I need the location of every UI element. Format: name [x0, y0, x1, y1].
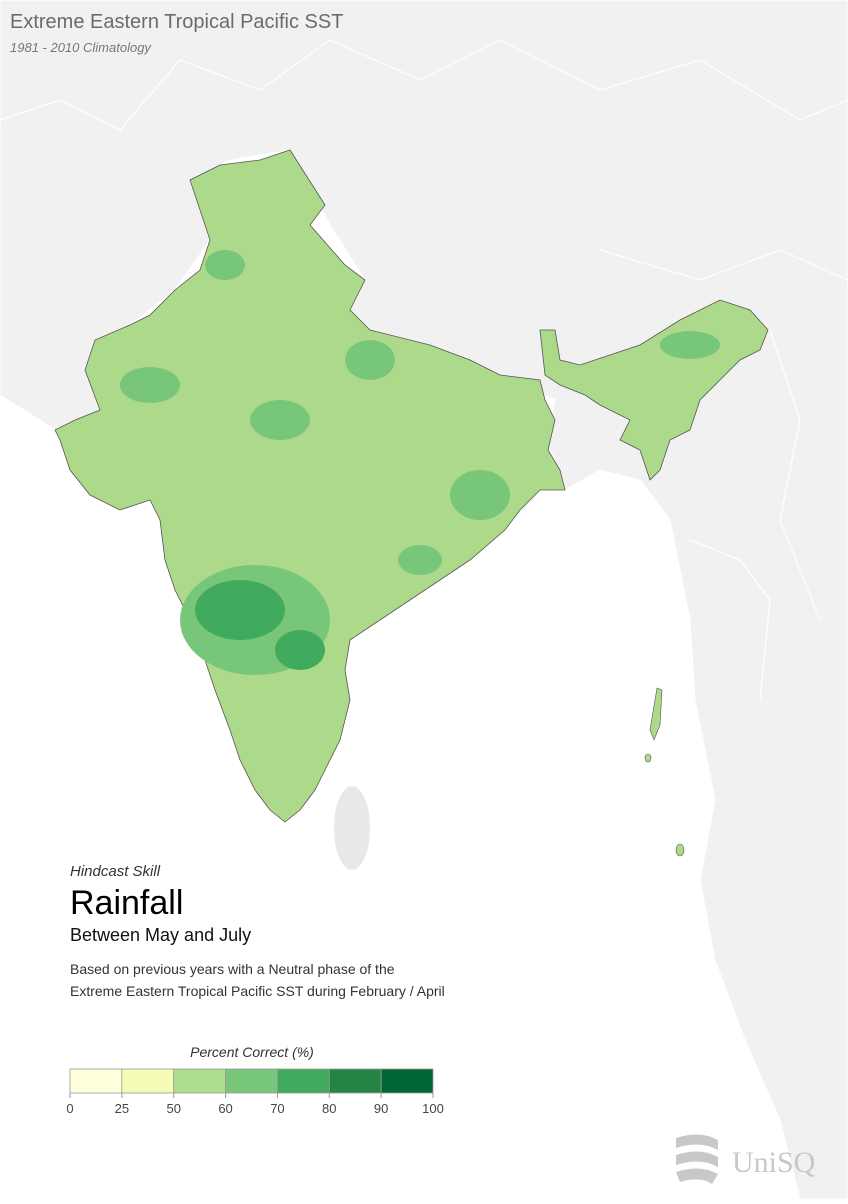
island — [649, 687, 663, 741]
description: Extreme Eastern Tropical Pacific SST dur… — [70, 983, 445, 999]
patch — [345, 340, 395, 380]
island — [644, 753, 652, 763]
period: Between May and July — [70, 925, 251, 945]
legend-swatch — [225, 1068, 278, 1094]
logo: UniSQ — [676, 1134, 816, 1184]
legend-swatch — [173, 1068, 226, 1094]
patch — [250, 400, 310, 440]
patch — [205, 250, 245, 280]
patch — [398, 545, 442, 575]
logo-text: UniSQ — [732, 1146, 816, 1179]
subtitle: 1981 - 2010 Climatology — [10, 40, 152, 55]
patch — [275, 630, 325, 670]
islands — [644, 687, 685, 857]
logo-icon — [676, 1134, 718, 1184]
legend-swatch — [121, 1068, 175, 1094]
patch — [195, 580, 285, 640]
legend-tick-label: 90 — [374, 1101, 388, 1116]
legend-swatch — [328, 1068, 382, 1094]
description: Based on previous years with a Neutral p… — [70, 961, 395, 977]
legend-swatch — [277, 1068, 330, 1094]
heading: Rainfall — [70, 884, 183, 922]
patch — [660, 331, 720, 359]
legend-tick-label: 80 — [322, 1101, 336, 1116]
legend-tick-label: 70 — [270, 1101, 284, 1116]
legend-title: Percent Correct (%) — [190, 1044, 314, 1060]
legend-tick-label: 100 — [422, 1101, 444, 1116]
legend-tick-label: 60 — [218, 1101, 232, 1116]
legend-tick-label: 25 — [115, 1101, 129, 1116]
legend-swatch — [380, 1068, 434, 1094]
borders — [0, 39, 848, 701]
legend-tick-label: 0 — [66, 1101, 73, 1116]
legend-tick-label: 50 — [166, 1101, 180, 1116]
kicker: Hindcast Skill — [70, 863, 161, 880]
patch — [450, 470, 510, 520]
patch — [120, 367, 180, 403]
legend: 0 25 50 60 70 80 90 100 — [66, 1068, 444, 1116]
island — [675, 843, 685, 857]
sri-lanka — [334, 786, 370, 870]
legend-swatch — [69, 1068, 123, 1094]
skill-patches — [120, 250, 720, 675]
title: Extreme Eastern Tropical Pacific SST — [10, 11, 343, 33]
india-mainland — [54, 149, 566, 823]
